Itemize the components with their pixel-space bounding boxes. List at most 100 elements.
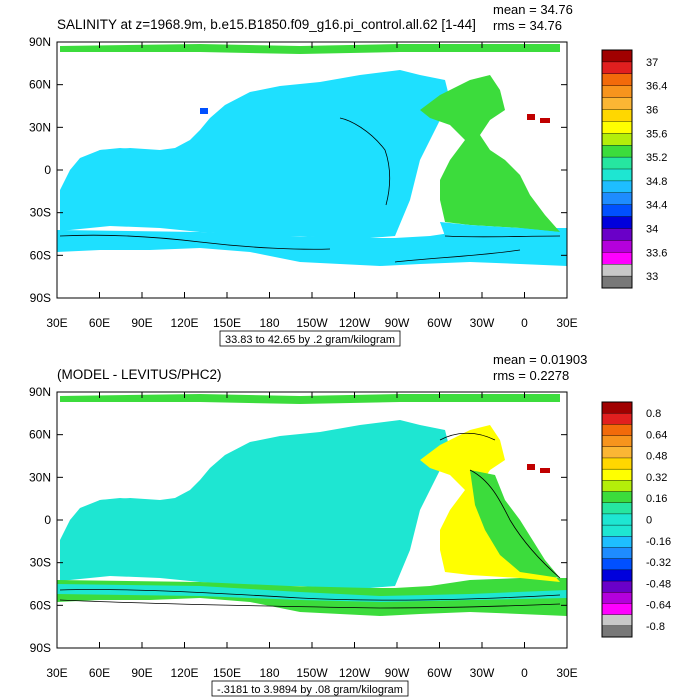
colorbar-label: -0.48 xyxy=(646,578,671,590)
longitude-label: 0 xyxy=(521,666,528,680)
antarctica-land xyxy=(57,616,567,648)
longitude-label: 30W xyxy=(470,316,495,330)
latitude-label: 30N xyxy=(29,470,51,484)
latitude-label: 60N xyxy=(29,78,51,92)
longitude-label: 60W xyxy=(427,316,452,330)
colorbar-label: 33 xyxy=(646,271,658,283)
high-salinity-patch xyxy=(527,114,535,120)
colorbar-swatch xyxy=(601,121,633,134)
longitude-labels: 30E 60E 90E 120E 150E 180 150W 120W 90W 60W 30W 0 30… xyxy=(46,316,577,330)
colorbar-swatch xyxy=(601,457,633,470)
panel-title: SALINITY at z=1968.9m, b.e15.B1850.f09_g… xyxy=(57,17,476,32)
colorbar-swatch xyxy=(601,85,633,99)
colorbar-swatch xyxy=(601,513,633,526)
colorbar-label: 35.2 xyxy=(646,152,667,164)
low-salinity-patch xyxy=(200,108,208,114)
latitude-label: 0 xyxy=(44,513,51,527)
colorbar-label: -0.8 xyxy=(646,621,665,633)
colorbar-swatch xyxy=(601,614,633,627)
longitude-label: 0 xyxy=(521,316,528,330)
colorbar-label: 0.8 xyxy=(646,408,661,420)
colorbar: 37 36.4 36 35.6 35.2 34.8 34.4 34 33.6 33 xyxy=(601,49,667,289)
longitude-label: 90E xyxy=(131,316,152,330)
colorbar-label: 34.8 xyxy=(646,176,667,188)
colorbar-label: 33.6 xyxy=(646,247,667,259)
high-difference-patch xyxy=(527,464,535,470)
latitude-label: 0 xyxy=(44,163,51,177)
colorbar-swatch xyxy=(601,216,633,230)
longitude-labels: 30E 60E 90E 120E 150E 180 150W 120W 90W 60W 30W 0 30… xyxy=(46,666,577,680)
longitude-label: 120E xyxy=(170,316,198,330)
colorbar-swatch xyxy=(601,49,633,63)
colorbar-label: 0 xyxy=(646,515,652,527)
colorbar-label: 36.4 xyxy=(646,81,667,93)
longitude-label: 90W xyxy=(385,666,410,680)
colorbar-swatch xyxy=(601,580,633,593)
colorbar-swatch xyxy=(601,524,633,537)
mean-label: mean = 0.01903 xyxy=(493,352,587,367)
salinity-panel: SALINITY at z=1968.9m, b.e15.B1850.f09_g… xyxy=(29,2,667,347)
axis-ticks xyxy=(56,41,568,299)
colorbar-swatch xyxy=(601,435,633,448)
range-label: -.3181 to 3.9894 by .08 gram/kilogram xyxy=(217,684,403,696)
colorbar-frame xyxy=(601,49,633,289)
colorbar-swatch xyxy=(601,180,633,194)
axis-ticks xyxy=(56,391,568,649)
colorbar-label: -0.64 xyxy=(646,600,671,612)
longitude-label: 30E xyxy=(556,666,577,680)
longitude-label: 30E xyxy=(46,666,67,680)
map xyxy=(56,41,568,299)
latitude-label: 30N xyxy=(29,120,51,134)
colorbar-label: -0.32 xyxy=(646,557,671,569)
southern-ocean-fill xyxy=(57,228,567,266)
longitude-label: 90W xyxy=(385,316,410,330)
range-label: 33.83 to 42.65 by .2 gram/kilogram xyxy=(225,334,395,346)
colorbar-swatch xyxy=(601,569,633,582)
contour-lines xyxy=(59,432,561,609)
colorbar-swatch xyxy=(601,252,633,265)
colorbar-swatch xyxy=(601,502,633,515)
longitude-label: 60E xyxy=(89,316,110,330)
colorbar-swatch xyxy=(601,156,633,170)
longitude-label: 30E xyxy=(46,316,67,330)
colorbar-label: 0.16 xyxy=(646,493,667,505)
latitude-label: 90S xyxy=(30,291,51,305)
longitude-label: 60E xyxy=(89,666,110,680)
colorbar-swatch xyxy=(601,97,633,110)
atlantic-ocean-fill xyxy=(420,75,560,232)
difference-panel: (MODEL - LEVITUS/PHC2) mean = 0.01903 rm… xyxy=(29,352,671,697)
colorbar-swatch xyxy=(601,133,633,146)
latitude-label: 30S xyxy=(30,206,51,220)
latitude-label: 90N xyxy=(29,385,51,399)
colorbar-label: 34 xyxy=(646,224,658,236)
mean-label: mean = 34.76 xyxy=(493,2,573,17)
colorbar-swatch xyxy=(601,592,633,604)
colorbar-swatch xyxy=(601,144,633,158)
high-difference-patch xyxy=(540,468,550,473)
colorbar-swatch xyxy=(601,109,633,122)
longitude-label: 150W xyxy=(296,316,328,330)
longitude-label: 30W xyxy=(470,666,495,680)
longitude-label: 120W xyxy=(339,316,371,330)
indian-ocean-fill xyxy=(70,498,190,578)
rms-label: rms = 34.76 xyxy=(493,18,562,33)
longitude-label: 150W xyxy=(296,666,328,680)
latitude-label: 60S xyxy=(30,598,51,612)
colorbar-swatch xyxy=(601,204,633,218)
rms-label: rms = 0.2278 xyxy=(493,368,569,383)
latitude-labels: 90N 60N 30N 0 30S 60S 90S xyxy=(29,385,51,655)
colorbar-swatch xyxy=(601,240,633,253)
longitude-label: 90E xyxy=(131,666,152,680)
colorbar-label: 0.48 xyxy=(646,451,667,463)
longitude-label: 150E xyxy=(213,316,241,330)
colorbar-label: 34.4 xyxy=(646,200,667,212)
longitude-label: 30E xyxy=(556,316,577,330)
colorbar-swatch xyxy=(601,547,633,560)
range-box xyxy=(219,330,401,347)
colorbar-label: 0.64 xyxy=(646,429,667,441)
longitude-label: 120W xyxy=(339,666,371,680)
panel-title: (MODEL - LEVITUS/PHC2) xyxy=(57,367,222,382)
latitude-label: 90N xyxy=(29,35,51,49)
antarctica-land xyxy=(57,266,567,298)
latitude-labels: 90N 60N 30N 0 30S 60S 90S xyxy=(29,35,51,305)
